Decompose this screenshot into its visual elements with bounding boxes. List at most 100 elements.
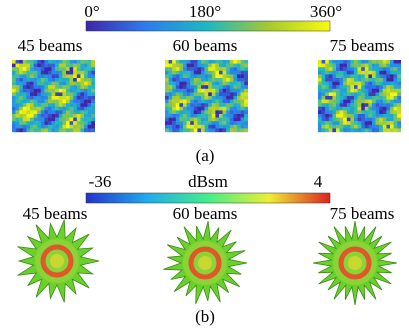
phase-cell [19, 78, 23, 82]
phase-cell [84, 85, 88, 89]
phase-cell [354, 103, 358, 107]
phase-cell [376, 89, 380, 93]
phase-cell [37, 121, 41, 125]
phase-cell [169, 96, 173, 100]
phase-cell [347, 110, 351, 114]
phase-cell [197, 96, 201, 100]
phase-cell [233, 110, 237, 114]
phase-cell [23, 82, 27, 86]
phase-cell [383, 103, 387, 107]
phase-cell [197, 89, 201, 93]
phase-cell [84, 89, 88, 93]
phase-cell [350, 125, 354, 129]
phase-cell [194, 96, 198, 100]
phase-cell [26, 74, 30, 78]
phase-cell [233, 71, 237, 75]
phase-cell [169, 64, 173, 68]
phase-cell [322, 118, 326, 122]
phase-cell [358, 107, 362, 111]
caption: (a) [196, 146, 215, 165]
phase-cell [84, 103, 88, 107]
phase-cell [347, 114, 351, 118]
phase-cell [201, 60, 205, 64]
phase-cell [190, 67, 194, 71]
phase-cell [30, 110, 34, 114]
phase-cell [30, 125, 34, 129]
phase-cell [390, 64, 394, 68]
phase-cell [70, 118, 74, 122]
phase-cell [241, 85, 245, 89]
phase-cell [397, 71, 401, 75]
phase-cell [208, 118, 212, 122]
phase-cell [219, 128, 223, 132]
phase-cell [70, 64, 74, 68]
phase-cell [183, 107, 187, 111]
phase-cell [23, 92, 27, 96]
phase-cell [208, 64, 212, 68]
phase-cell [219, 64, 223, 68]
phase-cell [70, 114, 74, 118]
phase-cell [329, 114, 333, 118]
phase-cell [397, 64, 401, 68]
phase-cell [194, 128, 198, 132]
phase-cell [347, 74, 351, 78]
phase-cell [77, 96, 81, 100]
phase-cell [55, 128, 59, 132]
phase-cell [205, 103, 209, 107]
phase-cell [172, 100, 176, 104]
phase-cell [340, 89, 344, 93]
phase-cell [241, 114, 245, 118]
phase-cell [34, 78, 38, 82]
phase-cell [354, 110, 358, 114]
phase-cell [80, 89, 84, 93]
phase-cell [368, 85, 372, 89]
phase-cell [23, 107, 27, 111]
phase-cell [368, 103, 372, 107]
phase-cell [340, 110, 344, 114]
phase-cell [365, 92, 369, 96]
phase-cell [26, 128, 30, 132]
phase-cell [223, 128, 227, 132]
phase-cell [394, 78, 398, 82]
phase-cell [19, 100, 23, 104]
phase-cell [340, 74, 344, 78]
phase-cell [52, 121, 56, 125]
phase-cell [19, 103, 23, 107]
phase-cell [336, 78, 340, 82]
phase-cell [44, 67, 48, 71]
phase-cell [12, 71, 16, 75]
phase-cell [318, 128, 322, 132]
phase-cell [172, 96, 176, 100]
phase-cell [322, 125, 326, 129]
phase-cell [48, 67, 52, 71]
phase-cell [332, 78, 336, 82]
phase-cell [343, 64, 347, 68]
phase-cell [208, 78, 212, 82]
phase-cell [361, 60, 365, 64]
phase-cell [12, 92, 16, 96]
phase-cell [394, 60, 398, 64]
phase-cell [91, 92, 95, 96]
phase-cell [354, 78, 358, 82]
phase-cell [223, 64, 227, 68]
phase-cell [372, 78, 376, 82]
phase-cell [390, 71, 394, 75]
phase-cell [336, 60, 340, 64]
phase-cell [343, 78, 347, 82]
phase-cell [73, 92, 77, 96]
phase-cell [201, 74, 205, 78]
phase-cell [44, 114, 48, 118]
phase-cell [394, 92, 398, 96]
phase-cell [394, 103, 398, 107]
phase-cell [394, 89, 398, 93]
phase-cell [343, 96, 347, 100]
phase-cell [219, 74, 223, 78]
phase-cell [179, 92, 183, 96]
phase-cell [215, 125, 219, 129]
phase-cell [88, 74, 92, 78]
phase-cell [379, 82, 383, 86]
phase-cell [48, 103, 52, 107]
phase-cell [226, 114, 230, 118]
phase-cell [55, 100, 59, 104]
phase-cell [183, 100, 187, 104]
